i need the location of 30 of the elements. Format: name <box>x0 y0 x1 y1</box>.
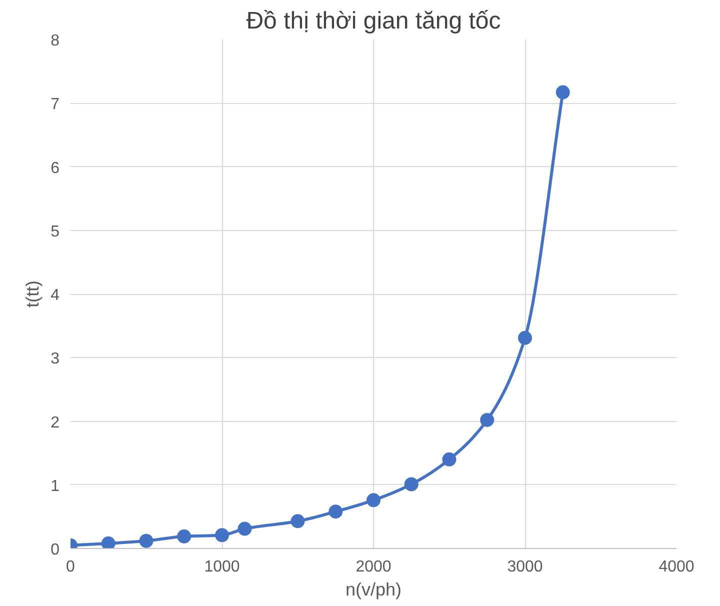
y-tick-label: 8 <box>50 32 60 50</box>
point <box>404 477 418 492</box>
x-tick-label: 4000 <box>658 558 694 576</box>
chart-title: Đồ thị thời gian tăng tốc <box>246 8 501 34</box>
point <box>366 493 380 508</box>
x-tick-label: 3000 <box>507 558 543 576</box>
point <box>290 514 305 528</box>
point <box>177 529 192 544</box>
x-tick-label: 2000 <box>356 558 392 576</box>
y-tick-label: 6 <box>50 160 60 177</box>
point <box>442 452 456 466</box>
point <box>139 534 154 548</box>
point <box>518 330 532 345</box>
x-tick-label: 1000 <box>204 558 240 576</box>
y-tick-label: 0 <box>50 542 60 558</box>
y-tick-label: 4 <box>50 287 60 304</box>
y-tick-label: 3 <box>50 350 60 368</box>
point <box>238 522 252 536</box>
x-tick-label: 0 <box>66 558 76 576</box>
y-tick-label: 1 <box>50 478 60 495</box>
point <box>480 412 494 427</box>
y-axis-title: t(tt) <box>22 280 43 308</box>
point <box>556 85 570 100</box>
y-tick-label: 5 <box>50 223 60 240</box>
point <box>101 536 116 548</box>
point <box>215 528 229 542</box>
point <box>328 504 343 519</box>
y-tick-label: 2 <box>50 414 60 432</box>
x-axis-title: n(v/ph) <box>345 580 402 600</box>
y-tick-label: 7 <box>50 96 60 114</box>
